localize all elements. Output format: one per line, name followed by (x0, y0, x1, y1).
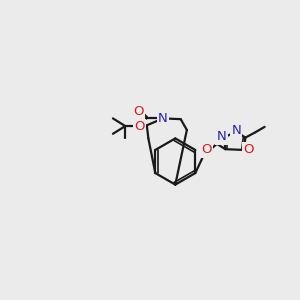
Text: N: N (158, 112, 168, 125)
Text: O: O (201, 143, 211, 157)
Text: O: O (135, 120, 145, 134)
Text: N: N (231, 124, 241, 137)
Text: O: O (133, 105, 144, 118)
Text: N: N (217, 130, 226, 143)
Text: O: O (243, 143, 254, 157)
